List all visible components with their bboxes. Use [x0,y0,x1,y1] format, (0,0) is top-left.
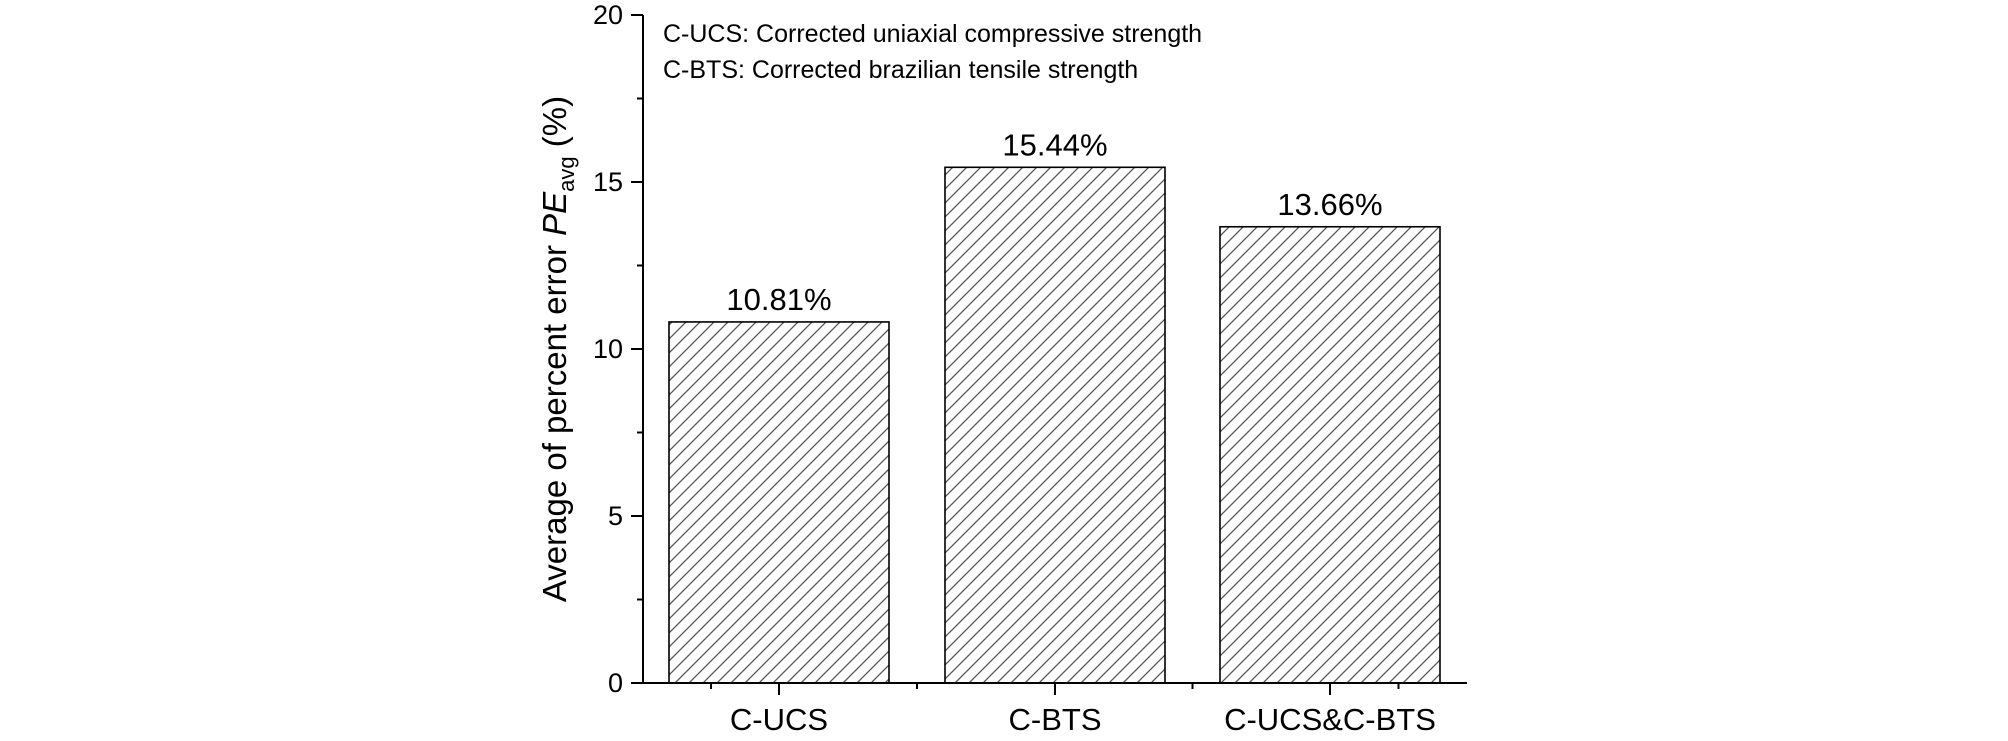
y-axis-label-subscript: avg [554,156,579,191]
annotation-note: C-UCS: Corrected uniaxial compressive st… [663,20,1202,48]
bar-data-label: 15.44% [1002,127,1107,162]
y-tick-label: 5 [608,501,623,531]
labels-layer: 10.81% 15.44% 13.66% 0 5 10 15 20 C-UCS C-BTS C-UC… [536,0,1436,737]
bar-data-label: 10.81% [726,282,831,317]
x-tick-label: C-UCS&C-BTS [1224,702,1436,736]
bar [1219,225,1441,684]
y-tick-label: 10 [593,334,623,364]
y-tick-label: 15 [593,167,623,197]
bar [668,321,890,684]
axes-layer [631,14,1467,695]
y-axis-label-suffix: (%) [536,96,573,157]
bar-data-label: 13.66% [1277,187,1382,222]
y-tick-label: 20 [593,0,623,30]
annotation-note: C-BTS: Corrected brazilian tensile stren… [663,56,1138,84]
y-axis-label: Average of percent error PEavg (%) [536,96,579,602]
x-tick-label: C-BTS [1009,702,1102,736]
y-axis-label-prefix: Average of percent error [536,236,573,602]
bar [944,166,1166,684]
y-tick-label: 0 [608,668,623,698]
y-axis-label-symbol: PE [536,191,573,236]
bars-layer [668,166,1441,684]
x-tick-label: C-UCS [730,702,828,736]
